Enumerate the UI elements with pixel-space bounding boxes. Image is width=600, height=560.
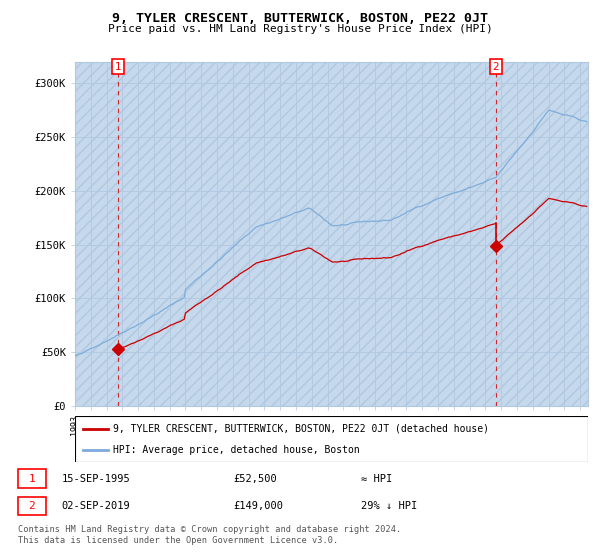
- Text: 2: 2: [28, 501, 35, 511]
- Bar: [18, 497, 46, 515]
- Text: ≈ HPI: ≈ HPI: [361, 474, 392, 483]
- Text: 2: 2: [493, 62, 499, 72]
- Text: £52,500: £52,500: [233, 474, 277, 483]
- Bar: [18, 469, 46, 488]
- Text: 02-SEP-2019: 02-SEP-2019: [61, 501, 130, 511]
- Text: 9, TYLER CRESCENT, BUTTERWICK, BOSTON, PE22 0JT: 9, TYLER CRESCENT, BUTTERWICK, BOSTON, P…: [112, 12, 488, 25]
- Text: £149,000: £149,000: [233, 501, 283, 511]
- Text: HPI: Average price, detached house, Boston: HPI: Average price, detached house, Bost…: [113, 445, 360, 455]
- Text: 1: 1: [115, 62, 121, 72]
- Text: Contains HM Land Registry data © Crown copyright and database right 2024.
This d: Contains HM Land Registry data © Crown c…: [18, 525, 401, 545]
- Text: 1: 1: [28, 474, 35, 483]
- Text: Price paid vs. HM Land Registry's House Price Index (HPI): Price paid vs. HM Land Registry's House …: [107, 24, 493, 34]
- Text: 9, TYLER CRESCENT, BUTTERWICK, BOSTON, PE22 0JT (detached house): 9, TYLER CRESCENT, BUTTERWICK, BOSTON, P…: [113, 424, 490, 434]
- Text: 15-SEP-1995: 15-SEP-1995: [61, 474, 130, 483]
- Text: 29% ↓ HPI: 29% ↓ HPI: [361, 501, 418, 511]
